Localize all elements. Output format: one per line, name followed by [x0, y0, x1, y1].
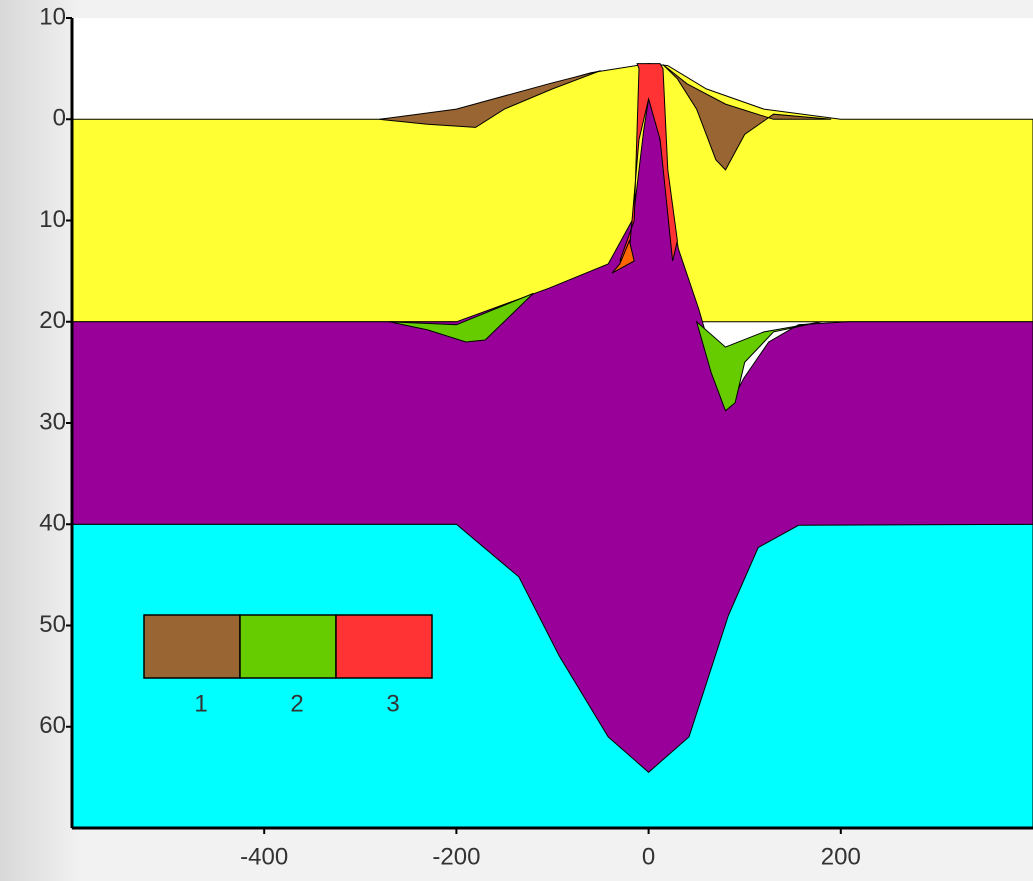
x-tick-label: 0	[642, 843, 655, 870]
y-tick-label: 30	[39, 408, 66, 435]
x-tick-label: -400	[240, 843, 288, 870]
y-tick-label: 20	[39, 307, 66, 334]
legend-label: 3	[386, 690, 399, 717]
layer	[662, 64, 832, 171]
legend-label: 2	[290, 690, 303, 717]
x-tick-label: 200	[821, 843, 861, 870]
legend-swatch	[239, 614, 337, 679]
layer	[379, 70, 601, 128]
y-tick-label: 60	[39, 712, 66, 739]
y-tick-label: 0	[53, 105, 66, 132]
layer	[695, 320, 822, 412]
legend-swatch	[143, 614, 241, 679]
layer	[619, 63, 678, 262]
y-tick-label: 10	[39, 3, 66, 30]
layer	[388, 292, 534, 343]
x-tick-label: -200	[432, 843, 480, 870]
layer	[71, 98, 1033, 773]
layers	[71, 63, 1033, 829]
y-tick-label: 10	[39, 206, 66, 233]
y-tick-label: 50	[39, 611, 66, 638]
legend-label: 1	[194, 690, 207, 717]
y-tick-label: 40	[39, 510, 66, 537]
layer	[611, 239, 635, 274]
legend-swatch	[335, 614, 433, 679]
